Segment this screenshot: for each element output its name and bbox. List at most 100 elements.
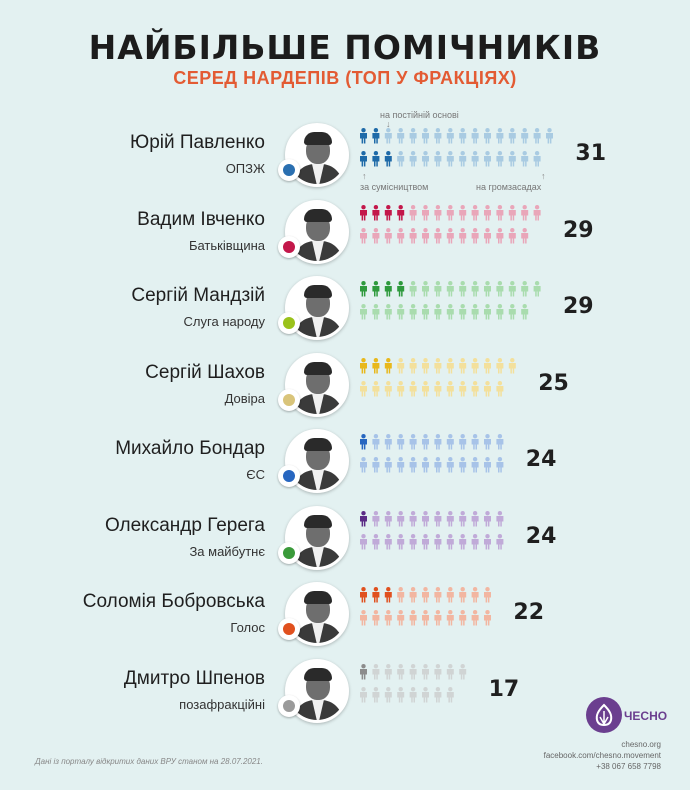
person-icon (397, 281, 405, 297)
facebook-link[interactable]: facebook.com/chesno.movement (543, 751, 661, 760)
deputy-row: Соломія Бобровська Голос 22 (0, 577, 690, 653)
person-icon (422, 686, 429, 702)
person-icon (384, 663, 392, 679)
person-icon (360, 434, 367, 450)
person-icon (397, 510, 405, 526)
page-title: НАЙБІЛЬШЕ ПОМІЧНИКІВ (88, 28, 602, 67)
faction-label: Довіра (224, 390, 265, 406)
faction-logo-icon (278, 159, 300, 181)
person-icon (372, 204, 380, 220)
person-icon (471, 610, 479, 626)
person-icon (446, 686, 454, 702)
person-icon (446, 151, 454, 167)
person-icon (422, 587, 429, 603)
person-icon (409, 533, 417, 549)
person-icon (372, 380, 380, 396)
person-icon (446, 510, 454, 526)
person-icon (360, 510, 367, 526)
person-icon (446, 281, 454, 297)
person-icon (422, 610, 429, 626)
person-icon (434, 610, 442, 626)
person-icon (496, 434, 504, 450)
person-icon (372, 304, 380, 320)
person-icon (496, 281, 504, 297)
assistant-count: 24 (525, 447, 557, 472)
person-icon (384, 457, 392, 473)
person-icon (484, 380, 491, 396)
assistant-icons (360, 587, 491, 626)
person-icon (533, 281, 541, 297)
person-icon (508, 357, 516, 373)
faction-label: Батьківщина (188, 237, 265, 253)
person-icon (546, 128, 553, 144)
person-icon (471, 128, 479, 144)
faction-label: Слуга народу (183, 314, 265, 329)
legend-part-time: за сумісництвом (360, 182, 429, 192)
person-icon (384, 128, 392, 144)
person-icon (484, 357, 491, 373)
person-icon (508, 128, 516, 144)
person-icon (409, 457, 417, 473)
person-icon (484, 304, 491, 320)
person-icon (434, 380, 442, 396)
site-link[interactable]: chesno.org (621, 740, 661, 749)
person-icon (508, 151, 516, 167)
person-icon (397, 151, 405, 167)
assistant-icons (360, 281, 541, 320)
person-icon (397, 686, 405, 702)
person-icon (471, 281, 479, 297)
person-icon (496, 533, 504, 549)
person-icon (384, 357, 392, 373)
person-icon (471, 304, 479, 320)
legend-voluntary: на громзасадах (476, 182, 542, 192)
person-icon (372, 686, 380, 702)
person-icon (496, 304, 504, 320)
faction-label: За майбутнє (189, 543, 265, 559)
person-icon (459, 128, 467, 144)
person-icon (471, 434, 479, 450)
assistant-count: 25 (538, 370, 569, 396)
person-icon (397, 587, 405, 603)
person-icon (446, 457, 454, 473)
person-icon (521, 227, 529, 243)
person-icon (496, 151, 504, 167)
faction-label: Голос (230, 620, 265, 635)
person-icon (484, 533, 491, 549)
faction-logo-icon (278, 388, 300, 411)
person-icon (434, 686, 442, 702)
person-icon (384, 227, 392, 243)
deputy-row: Юрій Павленко ОПЗЖ 31 на постійній основі ↓ ↑… (0, 110, 690, 194)
deputy-photo (285, 276, 349, 340)
deputy-photo (285, 505, 349, 570)
person-icon (446, 357, 454, 373)
person-icon (372, 151, 380, 167)
person-icon (446, 380, 454, 396)
person-icon (496, 204, 504, 220)
person-icon (434, 533, 442, 549)
assistant-count: 31 (575, 141, 607, 166)
person-icon (496, 227, 504, 243)
person-icon (484, 128, 491, 144)
chesno-logo-icon[interactable] (586, 697, 622, 733)
person-icon (521, 151, 529, 167)
assistant-count: 29 (563, 217, 594, 243)
person-icon (372, 128, 380, 144)
person-icon (533, 128, 541, 144)
person-icon (459, 281, 467, 297)
person-icon (384, 151, 392, 167)
assistant-icons (360, 663, 467, 702)
person-icon (434, 510, 442, 526)
person-icon (360, 587, 367, 603)
person-icon (459, 227, 467, 243)
person-icon (360, 610, 367, 626)
person-icon (409, 686, 417, 702)
person-icon (533, 204, 541, 220)
faction-logo-icon (278, 618, 300, 640)
person-icon (446, 128, 454, 144)
person-icon (397, 663, 405, 679)
person-icon (521, 304, 529, 320)
person-icon (422, 227, 429, 243)
assistant-icons (360, 204, 541, 243)
person-icon (384, 380, 392, 396)
person-icon (372, 510, 380, 526)
